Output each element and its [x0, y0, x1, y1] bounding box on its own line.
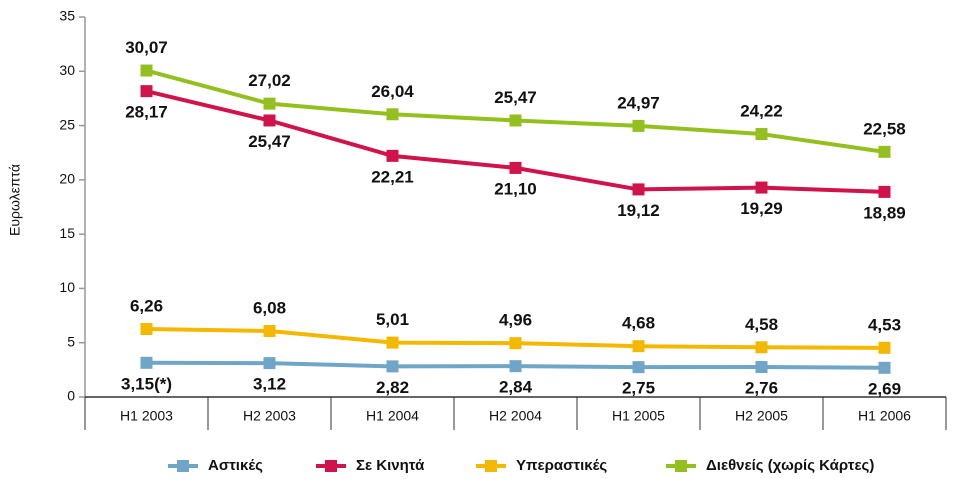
value-label: 28,17 — [125, 103, 168, 122]
y-tick-label: 15 — [59, 225, 75, 241]
point — [878, 341, 891, 354]
value-label: 27,02 — [248, 71, 291, 90]
legend-marker — [325, 460, 337, 472]
point — [140, 323, 153, 336]
value-label: 6,08 — [253, 298, 286, 317]
value-label: 26,04 — [371, 82, 414, 101]
legend-label: Σε Κινητά — [356, 457, 425, 474]
value-label: 2,84 — [499, 378, 533, 397]
point — [878, 361, 891, 374]
point — [632, 119, 645, 132]
value-label: 21,10 — [494, 179, 537, 198]
y-tick-label: 25 — [59, 116, 75, 132]
point — [140, 356, 153, 369]
y-tick-label: 20 — [59, 171, 75, 187]
legend-label: Υπεραστικές — [516, 457, 607, 474]
x-tick-label: H1 2006 — [858, 408, 911, 424]
legend-label: Διεθνείς (χωρίς Κάρτες) — [706, 457, 874, 474]
value-label: 24,22 — [740, 102, 783, 121]
point — [878, 145, 891, 158]
point — [263, 97, 276, 110]
value-label: 4,96 — [499, 311, 532, 330]
point — [755, 361, 768, 374]
x-tick-label: H1 2005 — [612, 408, 665, 424]
point — [755, 181, 768, 194]
value-label: 18,89 — [863, 203, 906, 222]
y-tick-label: 35 — [59, 8, 75, 24]
value-label: 19,12 — [617, 201, 660, 220]
value-label: 4,68 — [622, 314, 655, 333]
value-label: 2,69 — [868, 379, 901, 398]
y-tick-label: 0 — [67, 388, 75, 404]
value-label: 3,12 — [253, 375, 286, 394]
value-label: 22,21 — [371, 167, 414, 186]
value-label: 24,97 — [617, 93, 660, 112]
x-tick-label: H2 2003 — [243, 408, 296, 424]
x-tick-label: H1 2004 — [366, 408, 419, 424]
legend-marker — [675, 460, 687, 472]
legend-label: Αστικές — [208, 457, 263, 474]
value-label: 25,47 — [494, 88, 537, 107]
point — [386, 360, 399, 373]
value-label: 2,82 — [376, 378, 409, 397]
legend-marker — [177, 460, 189, 472]
point — [509, 360, 522, 373]
value-label: 4,58 — [745, 315, 778, 334]
point — [509, 337, 522, 350]
point — [509, 114, 522, 127]
point — [509, 161, 522, 174]
point — [386, 336, 399, 349]
point — [140, 64, 153, 77]
point — [263, 324, 276, 337]
point — [755, 128, 768, 141]
value-label: 25,47 — [248, 132, 291, 151]
point — [878, 185, 891, 198]
point — [632, 183, 645, 196]
point — [263, 114, 276, 127]
point — [632, 340, 645, 353]
y-tick-label: 10 — [59, 279, 75, 295]
x-tick-label: H2 2004 — [489, 408, 542, 424]
point — [386, 108, 399, 121]
x-tick-label: H1 2003 — [120, 408, 173, 424]
point — [263, 357, 276, 370]
value-label: 22,58 — [863, 119, 906, 138]
y-axis-label: Ευρωλεπτά — [7, 164, 23, 236]
value-label: 30,07 — [125, 38, 168, 57]
value-label: 2,75 — [622, 379, 655, 398]
value-label: 2,76 — [745, 379, 778, 398]
value-label: 6,26 — [130, 297, 163, 316]
point — [140, 85, 153, 98]
y-tick-label: 5 — [67, 333, 75, 349]
value-label: 5,01 — [376, 310, 409, 329]
value-label: 4,53 — [868, 315, 901, 334]
legend-marker — [485, 460, 497, 472]
point — [386, 149, 399, 162]
x-tick-label: H2 2005 — [735, 408, 788, 424]
value-label: 19,29 — [740, 199, 783, 218]
value-label: 3,15(*) — [121, 374, 172, 393]
point — [755, 341, 768, 354]
y-tick-label: 30 — [59, 62, 75, 78]
point — [632, 361, 645, 374]
